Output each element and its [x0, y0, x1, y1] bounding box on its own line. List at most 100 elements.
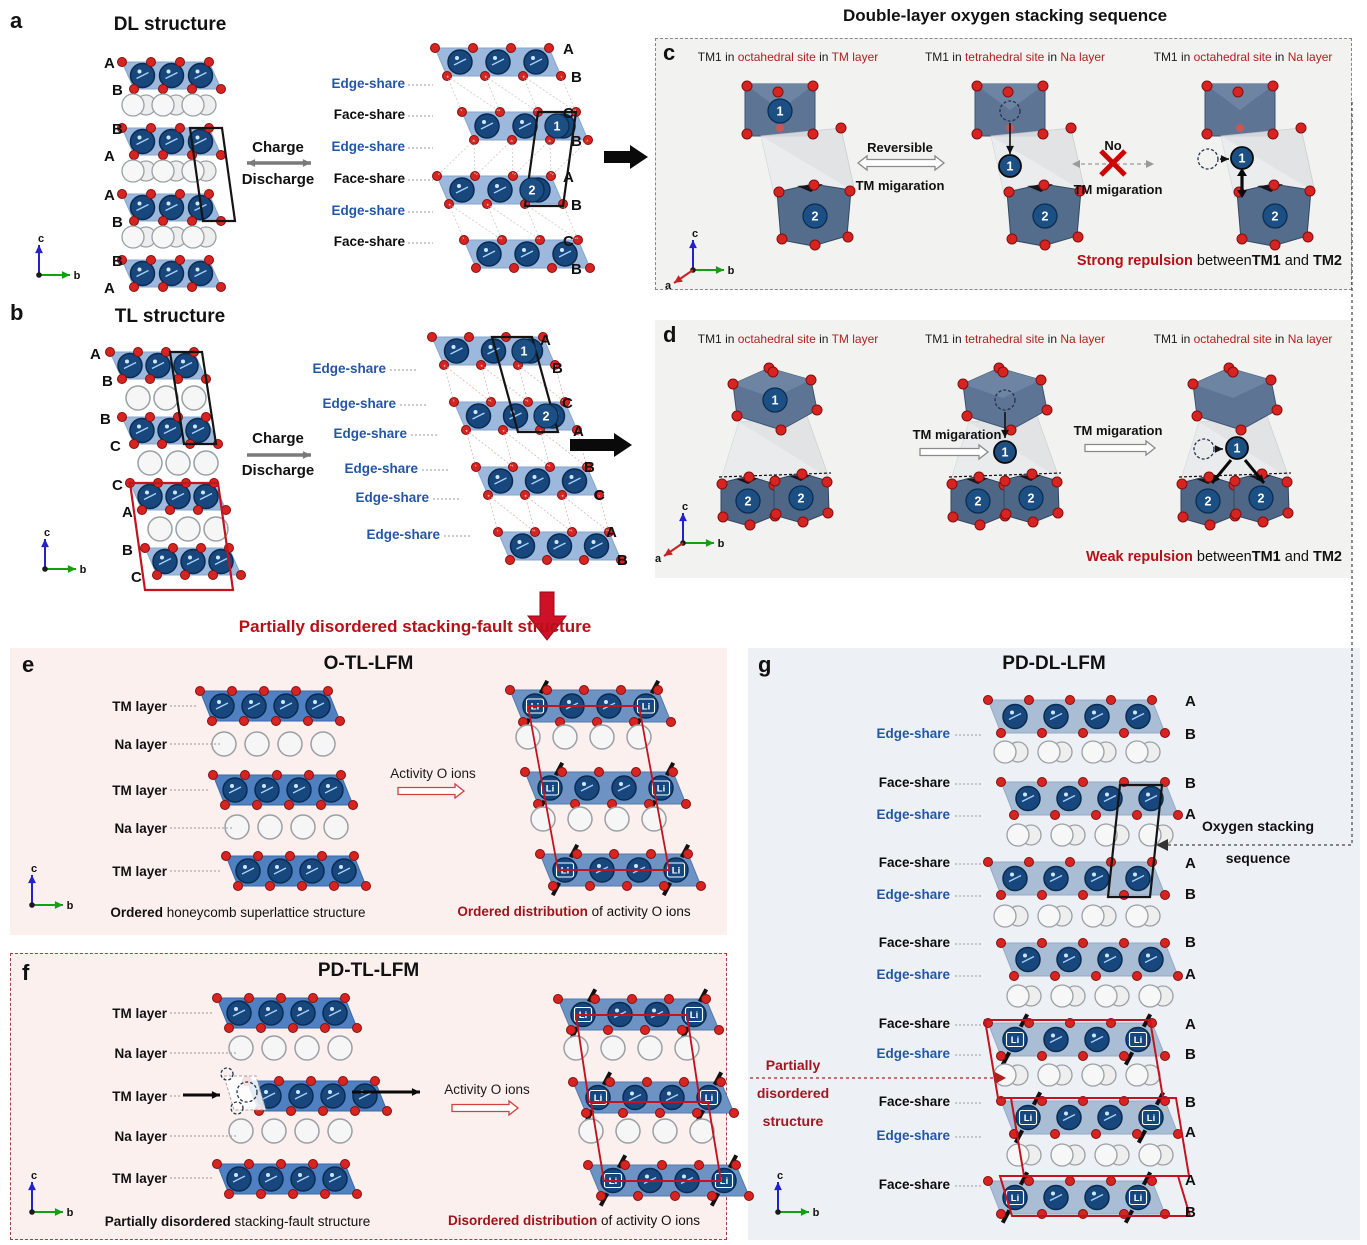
stack-letter-a-right: A: [563, 169, 574, 186]
stack-letter-a-left: A: [104, 187, 115, 204]
edge-share-label-g: Edge-share: [876, 726, 950, 741]
stack-letter-b-left: C: [110, 438, 121, 455]
stack-letter-g: A: [1185, 1172, 1196, 1189]
svg-text:c: c: [692, 228, 698, 240]
stack-letter-g: A: [1185, 966, 1196, 983]
site-title-text: TM1 in: [697, 50, 738, 64]
panel-label-d: d: [663, 322, 677, 347]
tm2-text: TM2: [1313, 253, 1342, 269]
stack-letter-a-right: B: [571, 133, 582, 150]
site-title-text: TM1 in: [1153, 50, 1194, 64]
stack-letter-b-left: C: [131, 569, 142, 586]
between-text: between: [1192, 253, 1252, 269]
svg-text:Li: Li: [1024, 1113, 1032, 1124]
stack-letter-b-right: C: [594, 487, 605, 504]
pd-note-1: Partially: [765, 1057, 821, 1073]
edge-share-label-b: Edge-share: [333, 426, 407, 441]
site-title-text: in: [1271, 332, 1288, 346]
caption-e-right: Ordered distribution of activity O ions: [428, 904, 720, 919]
svg-text:Li: Li: [561, 866, 569, 877]
site-title-text: in: [1044, 332, 1061, 346]
svg-text:Li: Li: [1011, 1193, 1019, 1204]
svg-text:1: 1: [1239, 152, 1246, 166]
svg-text:c: c: [44, 527, 50, 539]
site-title-red: octahedral site: [737, 332, 816, 346]
stack-letter-g: B: [1185, 934, 1196, 951]
stack-letter-a-right: B: [571, 69, 582, 86]
stack-letter-a-left: A: [104, 280, 115, 297]
layer-label-e: Na layer: [114, 821, 167, 836]
svg-text:1: 1: [772, 394, 779, 408]
site-title-red: octahedral site: [1193, 332, 1272, 346]
svg-text:b: b: [813, 1207, 820, 1219]
tm1-text: TM1: [1251, 253, 1281, 269]
stack-letter-g: B: [1185, 1094, 1196, 1111]
pd-note-3: structure: [762, 1113, 824, 1129]
svg-text:2: 2: [745, 495, 752, 509]
svg-text:Li: Li: [705, 1093, 713, 1104]
activity-o-ions-e: Activity O ions: [390, 766, 476, 781]
site-title-red: octahedral site: [737, 50, 816, 64]
stack-letter-a-right: C: [563, 105, 574, 122]
stack-letter-b-left: A: [122, 504, 133, 521]
svg-text:Li: Li: [531, 702, 539, 713]
caption-em: Ordered distribution: [457, 904, 588, 919]
layer-label-f: TM layer: [112, 1171, 167, 1186]
edge-share-label-g: Edge-share: [876, 807, 950, 822]
tm-migration-label-c2: TM migaration: [1073, 182, 1163, 197]
strong-repulsion-caption: Strong repulsion betweenTM1 and TM2: [942, 253, 1342, 269]
panel-label-a: a: [10, 8, 23, 33]
stack-letter-g: A: [1185, 806, 1196, 823]
stack-letter-a-left: B: [112, 82, 123, 99]
site-title-red: Na layer: [1060, 50, 1106, 64]
layer-label-e: TM layer: [112, 783, 167, 798]
stack-letter-a-left: B: [112, 121, 123, 138]
site-title-red: tetrahedral site: [964, 332, 1045, 346]
panel-e-structures: Li Li Li Li Li Li c b: [28, 679, 706, 912]
stack-letter-a-left: A: [104, 148, 115, 165]
tm1-text: TM1: [1251, 549, 1281, 565]
caption-f-left: Partially disordered stacking-fault stru…: [85, 1214, 390, 1229]
tm-migration-label-d2: TM migaration: [1073, 423, 1163, 438]
svg-text:Li: Li: [657, 784, 665, 795]
svg-text:2: 2: [1205, 495, 1212, 509]
title-pd-tl-lfm: PD-TL-LFM: [317, 960, 420, 981]
svg-text:c: c: [777, 1170, 783, 1182]
pd-note-2: disordered: [756, 1085, 830, 1101]
caption-bold: Partially disordered: [104, 1214, 231, 1229]
stack-letter-g: B: [1185, 726, 1196, 743]
strong-repulsion-text: Strong repulsion: [1076, 253, 1193, 269]
site-title-text: TM1 in: [697, 332, 738, 346]
oxygen-stacking-note-2: sequence: [1225, 850, 1291, 866]
svg-text:Li: Li: [720, 1176, 728, 1187]
stack-letter-b-right: A: [573, 423, 584, 440]
site-title-red: TM layer: [831, 332, 879, 346]
charge-label-b: Charge: [252, 430, 304, 447]
svg-text:1: 1: [777, 105, 784, 119]
svg-text:1: 1: [1234, 442, 1241, 456]
reversible-label: Reversible: [867, 140, 933, 155]
banner-partially-disordered: Partially disordered stacking-fault stru…: [238, 617, 592, 636]
svg-text:2: 2: [975, 495, 982, 509]
panel-d-diagrams: 2 2 1 2 2 1 2 2 1 c b a: [655, 362, 1294, 565]
svg-text:2: 2: [812, 210, 819, 224]
stack-letter-g: B: [1185, 1204, 1196, 1221]
title-pd-dl-lfm: PD-DL-LFM: [1002, 653, 1106, 674]
site-title-d: TM1 in tetrahedral site in Na layer: [899, 332, 1131, 346]
site-title-text: TM1 in: [1153, 332, 1194, 346]
svg-text:a: a: [655, 553, 662, 565]
stack-letter-b-left: B: [122, 542, 133, 559]
panel-b-structures: 1 2 c b: [41, 332, 632, 641]
stack-letter-b-right: B: [584, 459, 595, 476]
stack-letter-a-right: B: [571, 261, 582, 278]
svg-text:1: 1: [1007, 160, 1014, 174]
site-title-text: in: [1271, 50, 1288, 64]
edge-share-label-a: Edge-share: [331, 76, 405, 91]
stack-letter-g: A: [1185, 855, 1196, 872]
stack-letter-g: B: [1185, 886, 1196, 903]
svg-text:2: 2: [529, 184, 536, 198]
edge-share-label-g: Edge-share: [876, 1128, 950, 1143]
svg-text:Li: Li: [690, 1010, 698, 1021]
